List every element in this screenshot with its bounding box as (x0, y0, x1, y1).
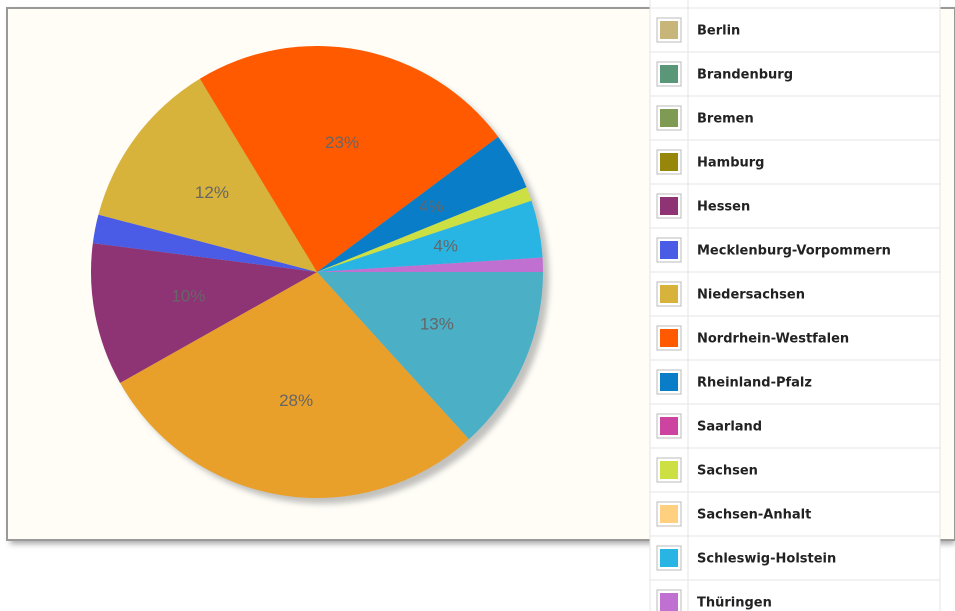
legend-swatch (660, 593, 678, 611)
legend-swatch (660, 373, 678, 391)
data-label: 4% (419, 197, 444, 216)
data-label: 10% (171, 287, 205, 306)
legend-label: Schleswig-Holstein (697, 552, 836, 567)
legend-row (649, 359, 941, 405)
legend-label: Nordrhein-Westfalen (697, 332, 849, 347)
legend-swatch (660, 65, 678, 83)
legend-label: Hamburg (697, 156, 764, 171)
legend-row (649, 51, 941, 97)
legend-row (649, 0, 941, 9)
data-label: 13% (420, 315, 454, 334)
pie-slice (90, 243, 317, 383)
legend-row (649, 271, 941, 317)
pie-slice (317, 136, 527, 272)
data-label: 4% (433, 236, 458, 255)
legend-label: Saarland (697, 420, 762, 435)
legend-row (649, 447, 941, 493)
pie-slice (199, 45, 499, 272)
data-label: 28% (279, 391, 313, 410)
legend-label: Rheinland-Pfalz (697, 376, 812, 391)
pie-slice (317, 272, 543, 440)
legend-swatch (660, 241, 678, 259)
legend-swatch (660, 197, 678, 215)
legend-swatch (660, 21, 678, 39)
pie-slice (120, 272, 469, 499)
legend-label: Sachsen (697, 464, 758, 479)
data-label: 23% (325, 133, 359, 152)
legend-label: Bremen (697, 112, 754, 127)
pie-slice (317, 187, 532, 272)
legend-row (649, 403, 941, 449)
pie-slice (317, 200, 543, 272)
legend-row (649, 315, 941, 361)
legend-row (649, 491, 941, 537)
legend-label: Mecklenburg-Vorpommern (697, 244, 891, 259)
legend-label: Brandenburg (697, 68, 793, 83)
legend-row (649, 183, 941, 229)
legend-swatch (660, 153, 678, 171)
legend-label: Hessen (697, 200, 750, 215)
legend-swatch (660, 329, 678, 347)
legend: Berlin Brandenburg Bremen Hamburg Hessen Meck… (649, 0, 941, 611)
pie-slice (317, 257, 543, 272)
legend-row (649, 95, 941, 141)
legend-swatch (660, 109, 678, 127)
legend-row (649, 535, 941, 581)
legend-row (649, 139, 941, 185)
pie-slice (98, 78, 317, 272)
legend-swatch (660, 505, 678, 523)
legend-swatch (660, 549, 678, 567)
legend-row (649, 579, 941, 611)
legend-swatch (660, 417, 678, 435)
legend-row (649, 7, 941, 53)
legend-swatch (660, 461, 678, 479)
pie-slice (92, 214, 317, 272)
pie (90, 45, 543, 499)
legend-row (649, 227, 941, 273)
legend-label: Thüringen (697, 596, 772, 611)
legend-label: Berlin (697, 24, 740, 39)
data-labels: 13% 28% 10% 12% 23% 4% 4% (171, 133, 458, 410)
data-label: 12% (195, 183, 229, 202)
legend-label: Niedersachsen (697, 288, 805, 303)
legend-label: Sachsen-Anhalt (697, 508, 811, 523)
legend-swatch (660, 285, 678, 303)
